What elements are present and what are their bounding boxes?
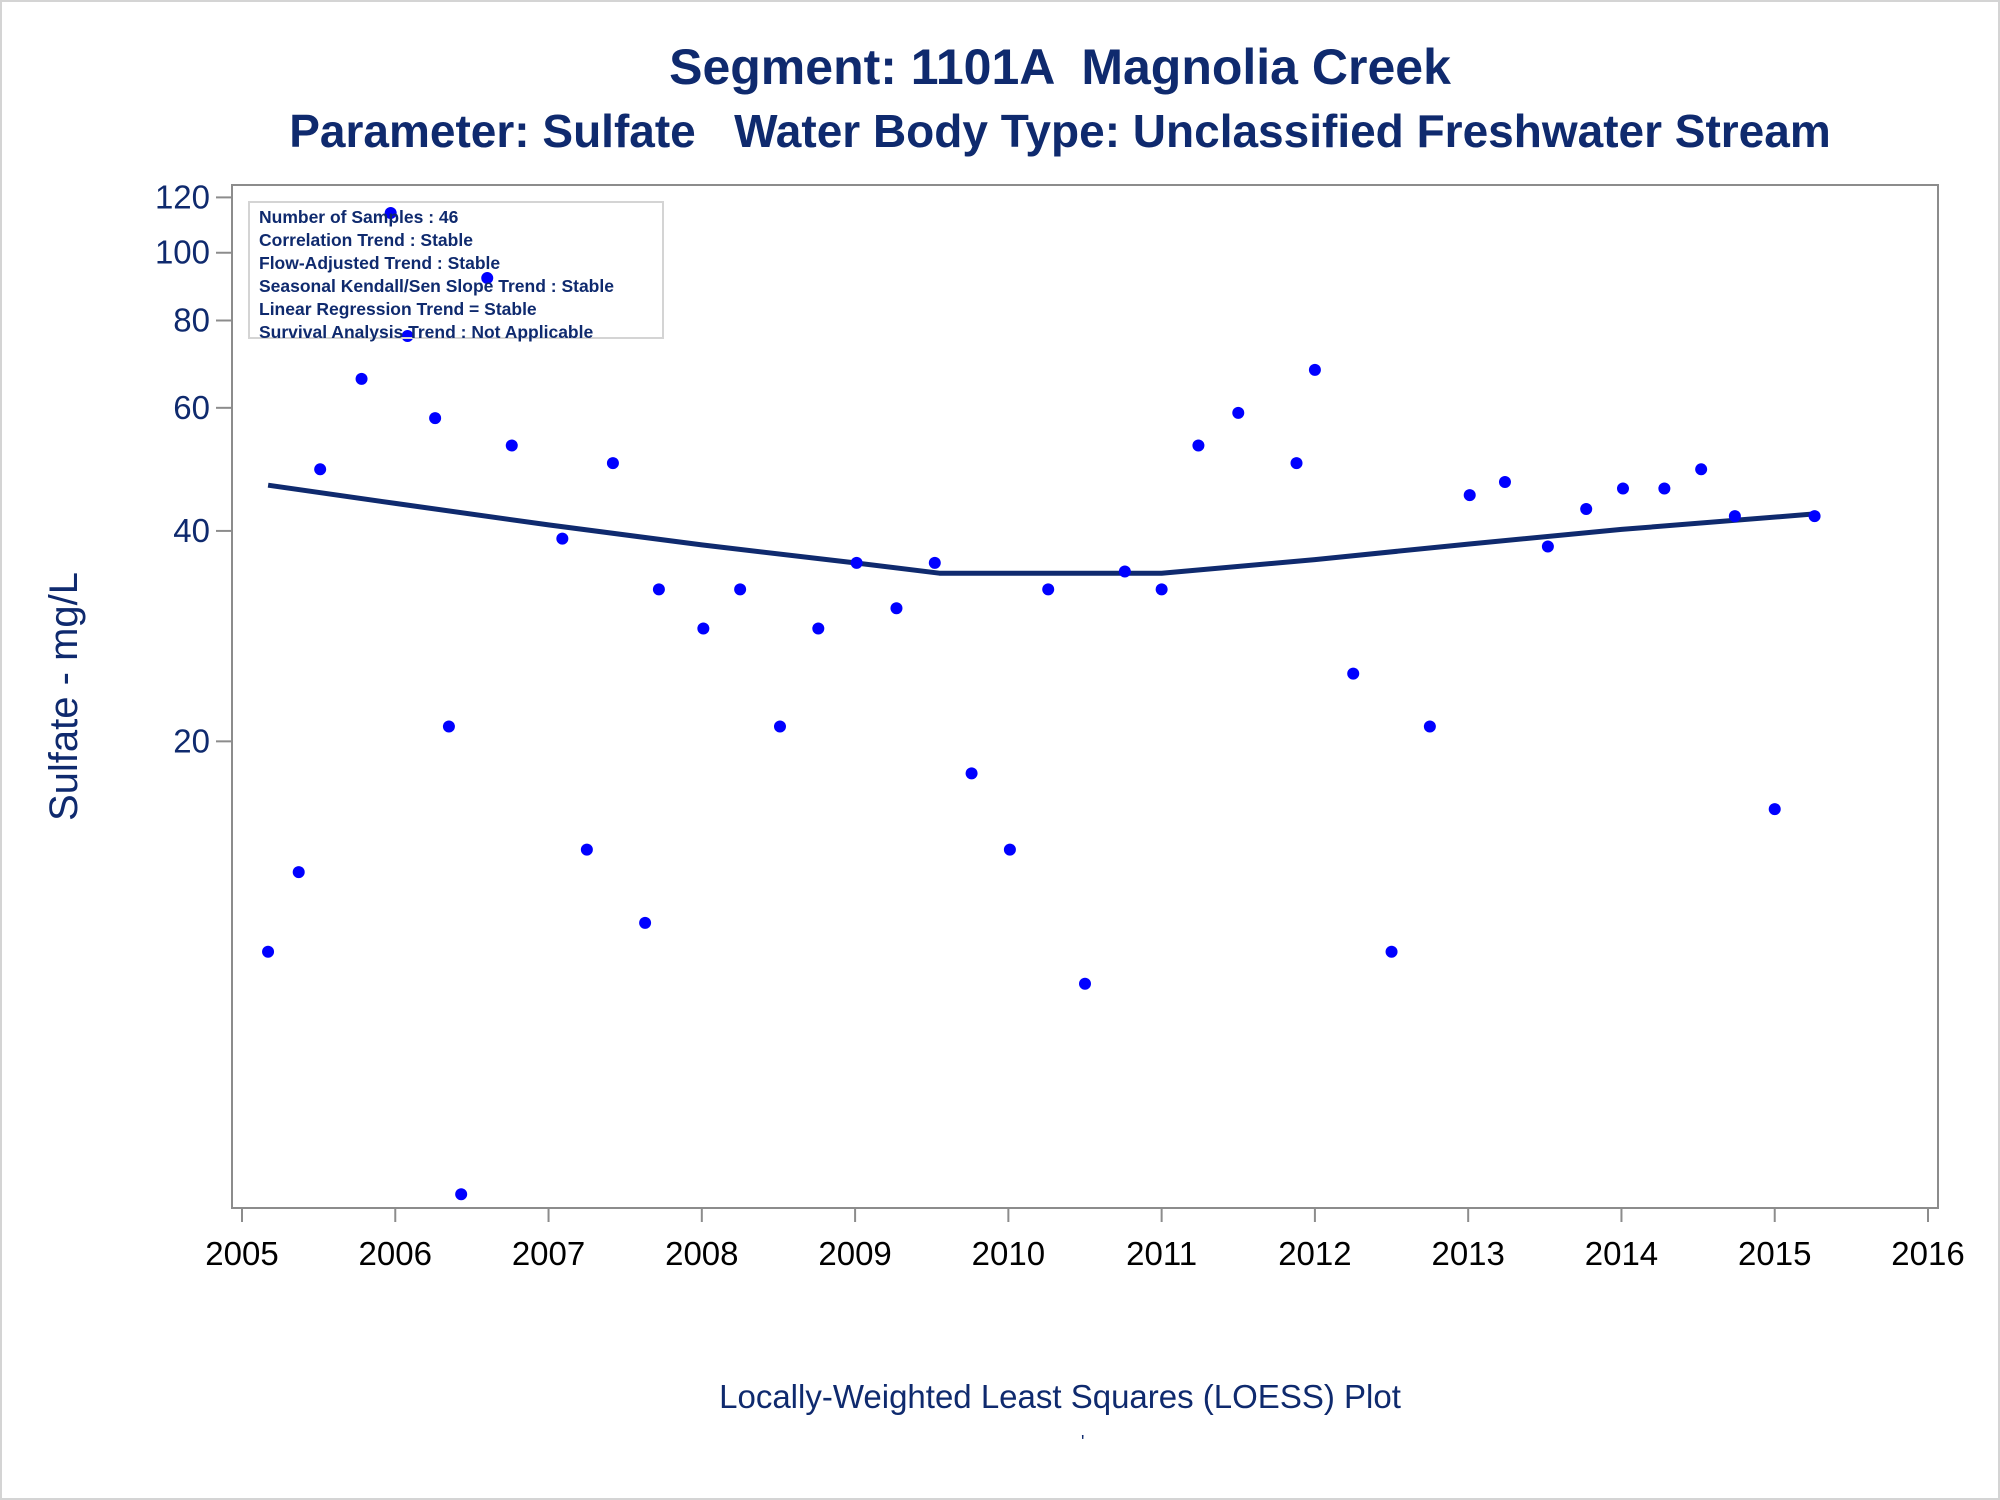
y-tick-label: 80	[173, 301, 210, 338]
sample-point	[639, 916, 652, 929]
sample-point	[442, 720, 455, 733]
sample-point	[1232, 406, 1245, 419]
stats-line: Survival Analysis Trend : Not Applicable	[259, 322, 594, 342]
sample-point	[606, 457, 619, 470]
sample-point	[928, 556, 941, 569]
sample-point	[455, 1188, 468, 1201]
sample-point	[1658, 482, 1671, 495]
x-tick-label: 2011	[1126, 1235, 1197, 1272]
plot-frame	[231, 184, 1939, 1209]
sample-point	[1155, 583, 1168, 596]
y-axis-label: Sulfate - mg/L	[42, 572, 86, 821]
sample-point	[1695, 463, 1708, 476]
chart-subtitle: Parameter: Sulfate Water Body Type: Uncl…	[289, 105, 1831, 157]
sample-point	[734, 583, 747, 596]
x-tick-label: 2005	[205, 1235, 278, 1272]
sample-point	[1042, 583, 1055, 596]
sample-point	[652, 583, 665, 596]
y-tick-label: 40	[173, 512, 210, 549]
sample-point	[1290, 457, 1303, 470]
sample-point	[1385, 945, 1398, 958]
sample-point	[314, 463, 327, 476]
sample-point	[556, 532, 569, 545]
x-tick-label: 2007	[512, 1235, 585, 1272]
sample-point	[292, 866, 305, 879]
y-tick-label: 60	[173, 389, 210, 426]
sample-point	[1423, 720, 1436, 733]
stats-line: Correlation Trend : Stable	[259, 230, 473, 250]
sample-point	[1580, 502, 1593, 515]
sample-point	[355, 372, 368, 385]
stats-line: Seasonal Kendall/Sen Slope Trend : Stabl…	[259, 276, 614, 296]
sample-point	[1463, 489, 1476, 502]
sample-point	[1118, 565, 1131, 578]
y-tick-label: 100	[155, 234, 210, 271]
footnote-mark: '	[1081, 1432, 1085, 1452]
y-tick-label: 20	[173, 722, 210, 759]
sample-point	[965, 767, 978, 780]
stats-box: Number of Samples : 46 Correlation Trend…	[248, 201, 664, 342]
sample-point	[1616, 482, 1629, 495]
x-tick-label: 2006	[359, 1235, 432, 1272]
x-tick-label: 2012	[1278, 1235, 1351, 1272]
stats-line: Linear Regression Trend = Stable	[259, 299, 537, 319]
sample-point	[262, 945, 275, 958]
stats-line: Flow-Adjusted Trend : Stable	[259, 253, 501, 273]
sample-point	[401, 330, 414, 343]
chart-footnote: Locally-Weighted Least Squares (LOESS) P…	[719, 1378, 1401, 1415]
sample-point	[1768, 803, 1781, 816]
sample-point	[1192, 439, 1205, 452]
x-tick-label: 2015	[1738, 1235, 1811, 1272]
sample-point	[481, 272, 494, 285]
sample-point	[1498, 475, 1511, 488]
sample-point	[580, 843, 593, 856]
sample-point	[697, 622, 710, 635]
sample-point	[1003, 843, 1016, 856]
x-tick-label: 2014	[1585, 1235, 1658, 1272]
sample-point	[384, 206, 397, 219]
sample-point	[1541, 540, 1554, 553]
chart-title: Segment: 1101A Magnolia Creek	[669, 39, 1451, 95]
x-tick-label: 2010	[972, 1235, 1045, 1272]
x-tick-label: 2008	[665, 1235, 738, 1272]
sample-point	[890, 602, 903, 615]
x-tick-label: 2009	[818, 1235, 891, 1272]
sample-point	[429, 412, 442, 425]
sample-point	[773, 720, 786, 733]
x-tick-label: 2016	[1891, 1235, 1964, 1272]
sample-point	[1308, 363, 1321, 376]
sample-point	[1728, 510, 1741, 523]
sample-point	[1347, 667, 1360, 680]
loess-line	[267, 482, 1815, 576]
y-tick-label: 120	[155, 178, 210, 215]
stats-line: Number of Samples : 46	[259, 207, 459, 227]
sample-point	[1079, 977, 1091, 990]
sample-point	[812, 622, 825, 635]
sample-point	[1808, 510, 1821, 523]
sample-point	[850, 556, 863, 569]
sample-point	[505, 439, 518, 452]
x-tick-label: 2013	[1431, 1235, 1504, 1272]
